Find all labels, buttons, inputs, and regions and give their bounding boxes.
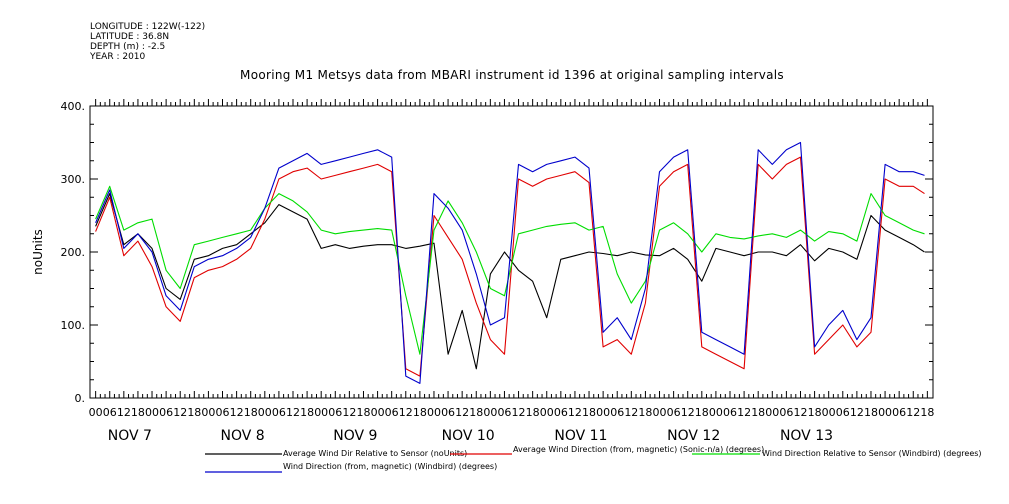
legend-label-2: Average Wind Direction (from, magnetic) …	[513, 445, 764, 454]
x-hour-label: 00	[314, 406, 328, 419]
x-hour-label: 12	[455, 406, 469, 419]
x-hour-label: 06	[779, 406, 793, 419]
x-hour-label: 06	[723, 406, 737, 419]
x-hour-label: 12	[512, 406, 526, 419]
x-hour-label: 00	[540, 406, 554, 419]
x-hour-label: 00	[89, 406, 103, 419]
x-day-label: NOV 8	[221, 428, 265, 444]
x-hour-label: 06	[497, 406, 511, 419]
x-hour-label: 00	[201, 406, 215, 419]
x-hour-label: 18	[808, 406, 822, 419]
x-hour-label: 12	[568, 406, 582, 419]
x-hour-label: 06	[667, 406, 681, 419]
x-hour-label: 18	[187, 406, 201, 419]
x-day-label: NOV 7	[108, 428, 152, 444]
x-hour-label: 00	[709, 406, 723, 419]
x-hour-label: 18	[526, 406, 540, 419]
x-hour-label: 12	[793, 406, 807, 419]
x-hour-label: 18	[582, 406, 596, 419]
x-hour-label: 06	[272, 406, 286, 419]
x-hour-label: 12	[117, 406, 131, 419]
x-hour-label: 18	[244, 406, 258, 419]
x-hour-label: 06	[554, 406, 568, 419]
x-hour-label: 18	[356, 406, 370, 419]
x-hour-label: 06	[385, 406, 399, 419]
x-hour-label: 12	[906, 406, 920, 419]
x-hour-label: 06	[610, 406, 624, 419]
series-line-4	[95, 141, 925, 384]
x-hour-label: 18	[751, 406, 765, 419]
x-hour-label: 00	[371, 406, 385, 419]
x-hour-label: 00	[822, 406, 836, 419]
x-hour-label: 12	[286, 406, 300, 419]
x-hour-label: 18	[638, 406, 652, 419]
latitude-text: LATITUDE : 36.8N	[90, 32, 170, 42]
x-hour-label: 12	[399, 406, 413, 419]
y-tick-label: 100.	[61, 319, 86, 332]
y-tick-label: 400.	[61, 100, 86, 113]
y-axis-label: noUnits	[31, 229, 45, 275]
x-hour-label: 00	[653, 406, 667, 419]
longitude-text: LONGITUDE : 122W(-122)	[90, 22, 206, 32]
x-hour-label: 06	[441, 406, 455, 419]
legend-label-1: Average Wind Dir Relative to Sensor (noU…	[283, 449, 467, 458]
x-hour-label: 18	[131, 406, 145, 419]
x-hour-label: 00	[145, 406, 159, 419]
x-hour-label: 12	[342, 406, 356, 419]
metadata-block: LONGITUDE : 122W(-122) LATITUDE : 36.8N …	[90, 22, 205, 62]
x-hour-label: 00	[427, 406, 441, 419]
x-hour-label: 18	[864, 406, 878, 419]
series-line-3	[95, 185, 925, 355]
x-hour-label: 00	[765, 406, 779, 419]
x-day-label: NOV 10	[442, 428, 495, 444]
chart-title: Mooring M1 Metsys data from MBARI instru…	[240, 68, 784, 82]
x-hour-label: 12	[624, 406, 638, 419]
x-hour-label: 06	[836, 406, 850, 419]
x-hour-label: 12	[230, 406, 244, 419]
x-day-label: NOV 12	[667, 428, 720, 444]
x-hour-label: 12	[850, 406, 864, 419]
x-hour-label: 00	[258, 406, 272, 419]
x-day-label: NOV 13	[780, 428, 833, 444]
x-hour-label: 18	[300, 406, 314, 419]
legend-label-4: Wind Direction (from, magnetic) (Windbir…	[283, 462, 497, 471]
x-hour-label: 00	[483, 406, 497, 419]
depth-text: DEPTH (m) : -2.5	[90, 42, 166, 52]
x-hour-label: 18	[695, 406, 709, 419]
x-hour-label: 00	[878, 406, 892, 419]
x-hour-label: 12	[737, 406, 751, 419]
x-day-label: NOV 11	[554, 428, 607, 444]
x-hour-label: 18	[920, 406, 934, 419]
x-hour-label: 00	[596, 406, 610, 419]
y-tick-label: 200.	[61, 246, 86, 259]
series-line-2	[95, 156, 925, 377]
x-day-label: NOV 9	[333, 428, 377, 444]
year-text: YEAR : 2010	[90, 52, 146, 62]
legend-label-3: Wind Direction Relative to Sensor (Windb…	[762, 449, 982, 458]
x-hour-label: 12	[173, 406, 187, 419]
x-hour-label: 18	[413, 406, 427, 419]
x-hour-label: 06	[216, 406, 230, 419]
y-tick-label: 0.	[75, 392, 86, 405]
y-tick-label: 300.	[61, 173, 86, 186]
x-hour-label: 06	[892, 406, 906, 419]
x-hour-label: 06	[103, 406, 117, 419]
x-hour-label: 06	[328, 406, 342, 419]
x-hour-label: 18	[469, 406, 483, 419]
x-hour-label: 06	[159, 406, 173, 419]
x-hour-label: 12	[681, 406, 695, 419]
